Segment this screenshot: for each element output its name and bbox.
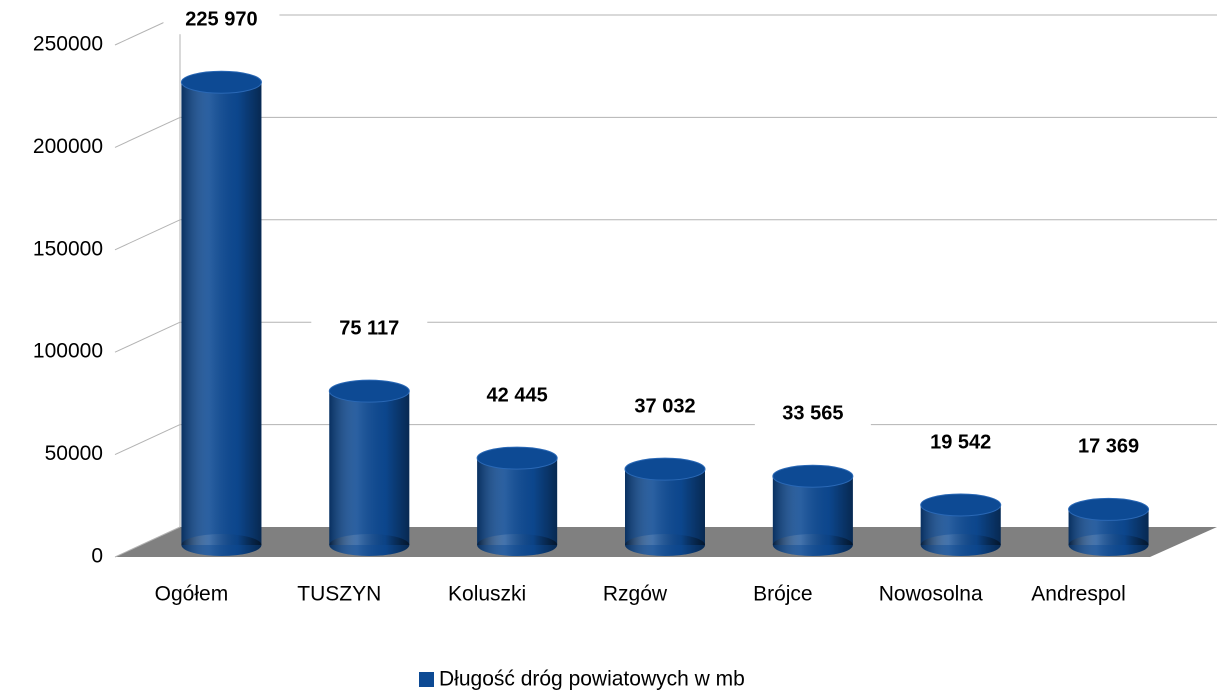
bar-shade-base — [1068, 534, 1149, 556]
bar-shade — [329, 391, 410, 545]
bar-top — [180, 70, 262, 94]
value-label-bg — [459, 380, 576, 411]
value-label: 33 565 — [782, 403, 843, 425]
bar-top — [772, 464, 854, 488]
grid-line — [114, 526, 181, 558]
grid-line — [114, 116, 181, 148]
grid-line — [114, 424, 181, 456]
value-label: 75 117 — [339, 317, 399, 339]
y-tick-label: 200000 — [33, 135, 103, 158]
x-tick-label: Ogółem — [155, 583, 229, 606]
value-label-bg — [1050, 431, 1167, 462]
bar-shade-base — [625, 534, 705, 556]
grid-line — [114, 219, 181, 251]
y-tick-label: 250000 — [33, 33, 103, 56]
y-tick-label: 50000 — [45, 442, 103, 465]
legend-label: Długość dróg powiatowych w mb — [439, 668, 745, 691]
value-label-bg — [311, 313, 428, 344]
bar-shade-base — [181, 534, 262, 556]
value-label: 225 970 — [185, 8, 257, 30]
value-label-bg — [902, 426, 1019, 457]
bar-top — [920, 493, 1002, 517]
bar-shade-base — [920, 534, 1001, 556]
bar-shade — [181, 82, 262, 545]
grid-line — [114, 321, 181, 353]
y-tick-label: 100000 — [33, 340, 103, 363]
value-label-bg — [607, 391, 723, 422]
x-tick-label: TUSZYN — [297, 583, 381, 606]
bar-top — [1068, 497, 1150, 521]
bar-shade-base — [477, 534, 558, 556]
bar-shade — [477, 458, 558, 545]
bar-top — [476, 446, 558, 470]
bar-top — [328, 379, 410, 403]
x-tick-label: Andrespol — [1031, 583, 1126, 606]
value-label: 42 445 — [487, 384, 548, 406]
value-label-bg — [163, 4, 280, 35]
x-tick-label: Brójce — [753, 583, 813, 606]
y-tick-label: 150000 — [33, 237, 103, 260]
x-tick-label: Rzgów — [603, 583, 668, 606]
y-tick-label: 0 — [91, 545, 103, 568]
x-tick-label: Nowosolna — [879, 583, 983, 606]
legend-swatch — [419, 672, 434, 687]
bar-shade — [625, 469, 705, 545]
value-label: 19 542 — [930, 431, 991, 453]
value-label-bg — [754, 398, 871, 429]
bar-top — [624, 457, 706, 481]
bar-shade-base — [329, 534, 410, 556]
bar-shade-base — [772, 534, 853, 556]
x-tick-label: Koluszki — [448, 583, 526, 606]
value-label: 37 032 — [634, 395, 695, 417]
value-label: 17 369 — [1078, 436, 1139, 458]
